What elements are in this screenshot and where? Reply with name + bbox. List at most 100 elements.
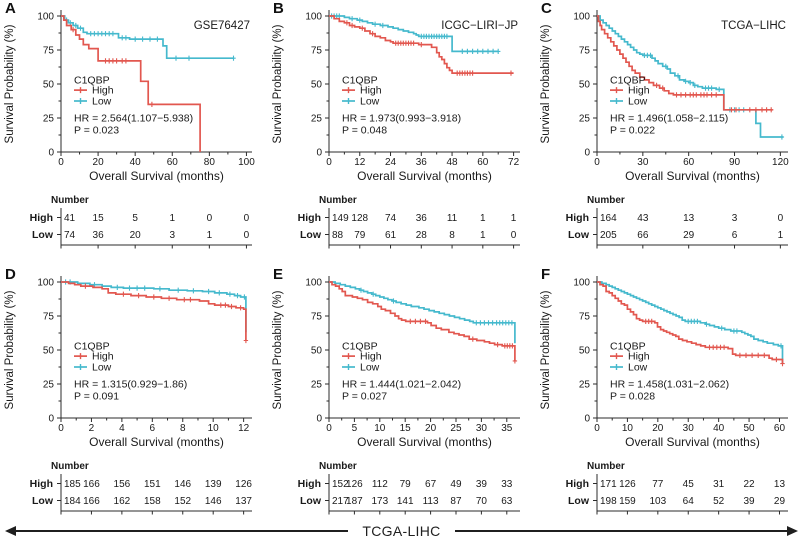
km-survival-figure: A 0 25 50 75 100 0 20 40 60 80 100 Survival Probabi…	[0, 0, 803, 518]
y-tick-label: 75	[43, 312, 55, 323]
risk-count-low: 28	[416, 230, 428, 241]
legend-label-high: High	[360, 351, 382, 363]
legend-label-high: High	[360, 85, 382, 97]
y-tick-label: 25	[311, 380, 323, 391]
panel-a: A 0 25 50 75 100 0 20 40 60 80 100 Survival Probabi…	[0, 0, 268, 252]
x-tick-label: 5	[352, 423, 358, 434]
legend-label-low: Low	[360, 362, 380, 374]
survival-curve-low	[597, 281, 784, 364]
censor-marks-low	[358, 287, 515, 326]
x-tick-label: 0	[326, 423, 332, 434]
risk-count-high: 128	[351, 213, 368, 224]
risk-count-high: 0	[244, 213, 250, 224]
risk-count-low: 1	[778, 230, 784, 241]
x-tick-label: 60	[477, 157, 489, 168]
panel-e-letter: E	[273, 266, 284, 283]
x-tick-label: 50	[744, 423, 756, 434]
legend-label-low: Low	[92, 362, 112, 374]
risk-count-low: 66	[637, 230, 649, 241]
risk-count-high: 0	[778, 213, 784, 224]
risk-count-high: 0	[207, 213, 213, 224]
risk-count-high: 1	[511, 213, 517, 224]
legend-label-high: High	[92, 85, 114, 97]
risk-count-high: 31	[713, 479, 725, 490]
risk-table-header: Number	[587, 461, 625, 472]
x-tick-label: 10	[208, 423, 220, 434]
x-tick-label: 20	[425, 423, 437, 434]
risk-count-low: 3	[169, 230, 175, 241]
risk-count-low: 1	[207, 230, 213, 241]
risk-count-high: 112	[372, 479, 388, 490]
censor-marks-low	[686, 318, 784, 349]
risk-count-high: 77	[652, 479, 664, 490]
panel-d-chart: 0 25 50 75 100 0 2 4 6 8 10 12 Survival Probability …	[4, 276, 252, 515]
panel-c: C 0 25 50 75 100 0 30 60 90 120 Survival Probabili…	[536, 0, 803, 252]
panel-d: D 0 25 50 75 100 0 2 4 6 8 10 12 Survival Probabilit…	[0, 266, 268, 518]
hr-text: HR = 1.973(0.993−3.918)	[342, 113, 461, 125]
risk-count-low: 1	[480, 230, 486, 241]
survival-curve-low	[329, 15, 499, 53]
bottom-arrow-label: TCGA-LIHC	[362, 523, 441, 539]
x-tick-label: 60	[774, 423, 786, 434]
risk-row-label-high: High	[30, 478, 53, 490]
risk-row-label-low: Low	[32, 229, 54, 241]
panel-b-letter: B	[273, 0, 284, 17]
risk-count-high: 126	[619, 479, 636, 490]
y-tick-label: 50	[43, 80, 55, 91]
risk-count-low: 8	[449, 230, 455, 241]
y-tick-label: 100	[37, 278, 54, 289]
risk-count-high: 49	[450, 479, 462, 490]
y-axis-title: Survival Probability (%)	[540, 24, 552, 143]
risk-count-high: 74	[385, 213, 397, 224]
risk-count-low: 146	[205, 496, 222, 507]
risk-count-low: 217	[332, 496, 349, 507]
survival-curve-high	[61, 15, 201, 152]
y-tick-label: 25	[43, 380, 55, 391]
risk-count-low: 87	[450, 496, 462, 507]
panel-b: B 0 25 50 75 100 0 12 24 36 48 60 72 Survival Probab…	[268, 0, 536, 252]
arrow-line-right	[454, 530, 787, 532]
risk-count-high: 149	[332, 213, 349, 224]
risk-count-low: 61	[385, 230, 397, 241]
risk-count-low: 184	[64, 496, 81, 507]
legend-label-low: Low	[628, 96, 648, 108]
x-tick-label: 12	[238, 423, 250, 434]
survival-curve-high	[329, 281, 516, 361]
risk-count-high: 41	[64, 213, 76, 224]
x-axis-title: Overall Survival (months)	[89, 435, 224, 449]
y-tick-label: 75	[311, 312, 323, 323]
risk-count-high: 139	[205, 479, 222, 490]
risk-count-high: 43	[637, 213, 649, 224]
x-tick-label: 30	[637, 157, 649, 168]
risk-count-high: 33	[501, 479, 513, 490]
risk-count-low: 29	[774, 496, 786, 507]
risk-count-low: 152	[174, 496, 191, 507]
x-axis-title: Overall Survival (months)	[625, 435, 760, 449]
risk-count-high: 146	[174, 479, 191, 490]
y-tick-label: 0	[48, 414, 54, 425]
risk-count-low: 159	[619, 496, 636, 507]
risk-table-header: Number	[51, 461, 89, 472]
risk-count-low: 173	[371, 496, 388, 507]
risk-row-label-low: Low	[300, 495, 322, 507]
hr-text: HR = 2.564(1.107−5.938)	[74, 113, 193, 125]
risk-count-low: 158	[144, 496, 161, 507]
risk-count-low: 6	[732, 230, 738, 241]
censor-marks-high	[408, 318, 518, 364]
y-tick-label: 75	[311, 46, 323, 57]
risk-count-low: 79	[354, 230, 366, 241]
hr-text: HR = 1.444(1.021−2.042)	[342, 379, 461, 391]
panel-c-letter: C	[541, 0, 552, 17]
x-axis-title: Overall Survival (months)	[89, 169, 224, 183]
risk-count-high: 11	[447, 213, 458, 224]
x-tick-label: 12	[354, 157, 366, 168]
risk-count-low: 36	[93, 230, 105, 241]
x-tick-label: 10	[622, 423, 634, 434]
risk-count-high: 1	[480, 213, 486, 224]
risk-count-high: 126	[235, 479, 252, 490]
hr-text: HR = 1.458(1.031−2.062)	[610, 379, 729, 391]
y-tick-label: 75	[43, 46, 55, 57]
x-tick-label: 0	[326, 157, 332, 168]
y-tick-label: 100	[573, 278, 590, 289]
